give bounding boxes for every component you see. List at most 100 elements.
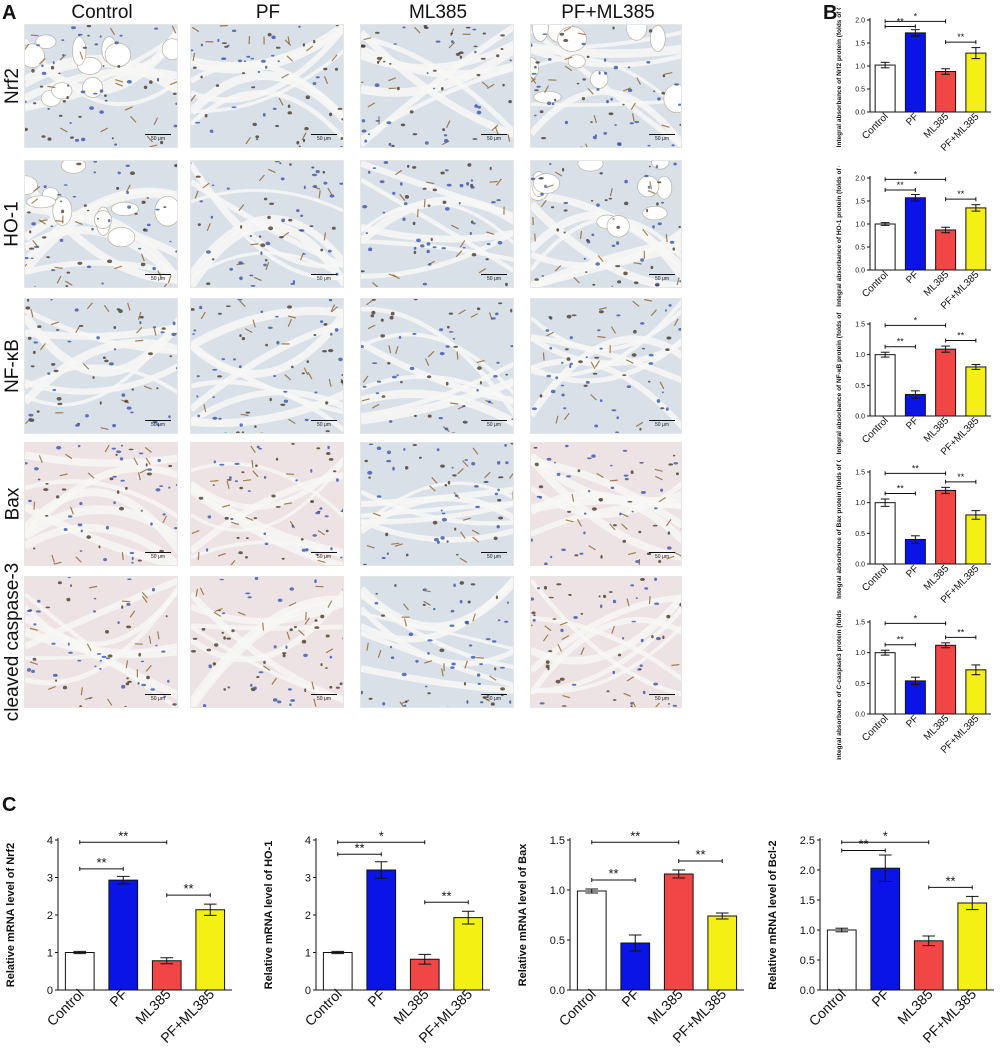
panel-label-a: A [2,2,17,24]
y-axis-label: Integral absorbance of C-caspase3 protei… [836,610,843,760]
y-axis-label: Integral absorbance of NF-κB protein (fo… [836,312,843,455]
micrograph-tile: 50 μm [530,442,682,566]
x-tick-label: ML385 [894,986,936,1028]
panel-label-c: C [2,794,17,816]
scale-bar-label: 50 μm [655,276,669,282]
y-tick-label: 0.5 [855,681,865,688]
y-tick-label: 0.0 [855,413,865,420]
scale-bar-label: 50 μm [151,136,165,142]
scale-bar-label: 50 μm [317,422,331,428]
row-label-text: Nrf2 [2,68,23,104]
y-tick-label: 1 [305,947,311,959]
y-tick-label: 0.5 [550,935,565,947]
scale-bar-label: 50 μm [317,136,331,142]
y-tick-label: 1.5 [855,469,865,476]
y-tick-label: 0.5 [855,244,865,251]
row-label-3: Bax [2,442,24,566]
bar-chart-b2: 0.0 0.5 1.0 1.5 2.0 Integral absorbance of HO… [836,166,991,312]
tissue-texture [531,577,681,707]
tissue-texture [531,443,681,565]
y-tick-label: 1.0 [855,221,865,228]
y-tick-label: 4 [47,835,53,847]
y-tick-label: 0.0 [855,711,865,718]
scale-bar-line [649,420,675,421]
significance-label: ** [945,873,955,888]
significance-label: ** [695,847,705,862]
y-tick-label: 1 [47,947,53,959]
significance-label: ** [897,483,905,493]
significance-label: ** [608,866,618,881]
tissue-texture [361,299,513,433]
micrograph-tile: 50 μm [360,442,514,566]
micrograph-tile: 50 μm [190,298,344,434]
x-tick-label: PF [904,415,921,432]
scale-bar-label: 50 μm [487,136,501,142]
significance-label: ** [957,472,965,482]
tissue-texture [191,577,343,707]
significance-label: ** [957,331,965,341]
y-axis-label: Relative mRNA level of Bax [517,843,529,987]
bar-pf-ml385 [965,207,987,271]
scale-bar-line [481,420,507,421]
y-tick-label: 0.0 [855,561,865,568]
scale-bar: 50 μm [145,694,171,702]
y-tick-label: 0.5 [855,531,865,538]
tissue-texture [531,299,681,433]
scale-bar-label: 50 μm [655,696,669,702]
y-tick-label: 0.0 [550,985,565,997]
significance-label: ** [897,337,905,347]
micrograph-tile: 50 μm [190,442,344,566]
tissue-texture [531,25,681,147]
bar-ml385 [935,71,957,113]
micrograph-tile: 50 μm [24,24,178,148]
micrograph-tile: 50 μm [190,24,344,148]
significance-label: ** [441,888,451,903]
scale-bar-line [649,274,675,275]
scale-bar: 50 μm [311,694,337,702]
bar-pf [870,867,901,991]
y-tick-label: 2 [305,910,311,922]
scale-bar-line [649,134,675,135]
y-axis-label: Integral absorbance of Nrf2 protein (fol… [836,8,843,147]
row-label-0: Nrf2 [2,24,24,148]
micrograph-tile: 50 μm [530,576,682,708]
significance-label: ** [858,837,868,852]
tissue-texture [361,577,513,707]
micrograph-tile: 50 μm [530,298,682,434]
significance-label: ** [897,16,905,26]
scale-bar-line [649,694,675,695]
scale-bar: 50 μm [145,274,171,282]
x-tick-label: PF [904,713,921,730]
micrograph-tile: 50 μm [24,298,178,434]
scale-bar: 50 μm [145,552,171,560]
y-tick-label: 1.5 [800,895,815,907]
y-tick-label: 0.5 [855,383,865,390]
tissue-texture [361,161,513,287]
bar-control [874,652,896,715]
scale-bar: 50 μm [649,420,675,428]
bar-ml385 [663,873,694,991]
y-tick-label: 0.0 [855,109,865,116]
scale-bar: 50 μm [649,552,675,560]
scale-bar-label: 50 μm [487,554,501,560]
micrograph-tile: 50 μm [24,160,178,288]
scale-bar-label: 50 μm [487,422,501,428]
tissue-texture [25,443,177,565]
bar-control [874,223,896,271]
significance-label: ** [96,855,106,870]
bar-control [322,952,353,991]
y-tick-label: 1.0 [855,352,865,359]
tissue-texture [25,161,177,287]
bar-pf-ml385 [707,915,738,991]
significance-label: * [914,315,918,325]
bar-chart-b4: 0.0 0.5 1.0 1.5 Integral absorbance of Bax p… [836,460,991,606]
x-tick-label: ML385 [922,269,952,299]
bar-control [874,354,896,417]
tissue-texture [361,443,513,565]
y-tick-label: 1.0 [855,650,865,657]
column-title-1: PF [255,2,281,23]
significance-label: * [914,613,918,623]
bar-pf [904,197,926,271]
